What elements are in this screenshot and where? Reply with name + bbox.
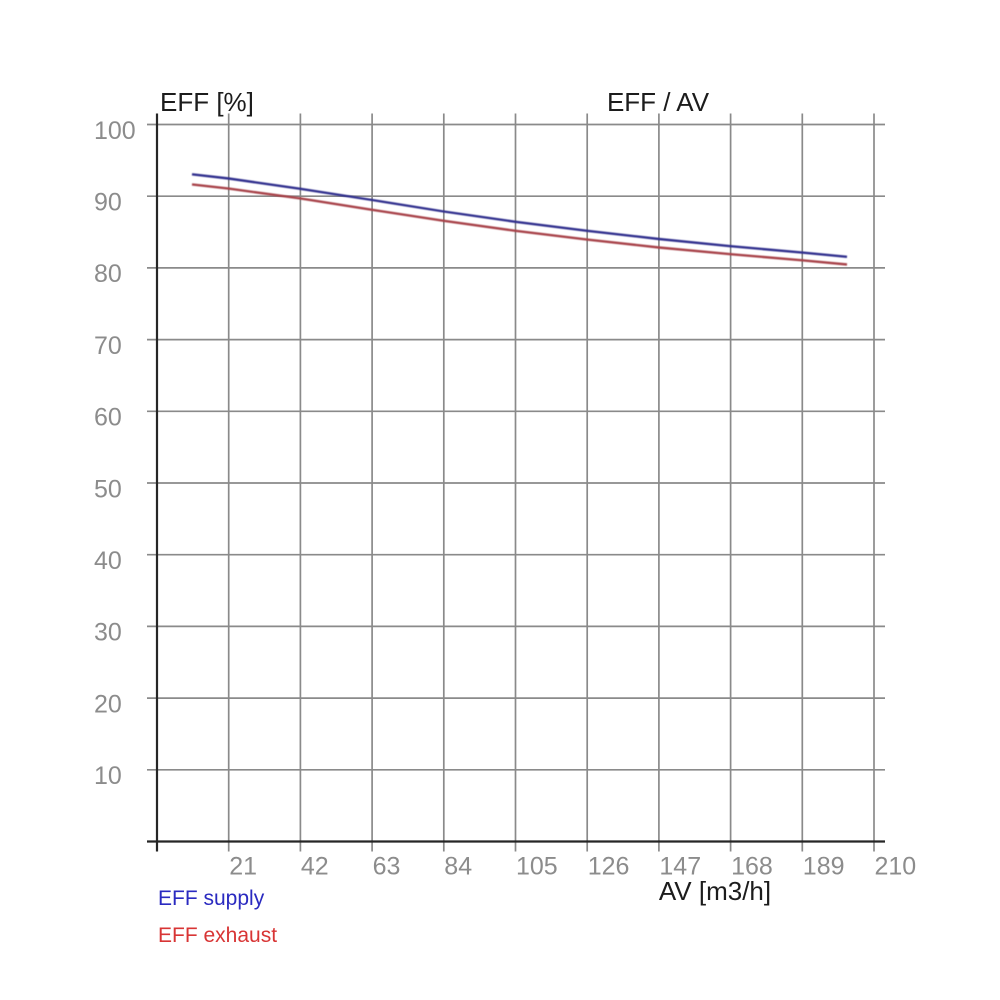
svg-text:126: 126 xyxy=(588,853,630,881)
svg-text:63: 63 xyxy=(373,853,401,881)
svg-text:50: 50 xyxy=(94,475,122,503)
svg-text:40: 40 xyxy=(94,547,122,575)
svg-text:105: 105 xyxy=(516,853,558,881)
svg-text:80: 80 xyxy=(94,260,122,288)
svg-text:30: 30 xyxy=(94,619,122,647)
svg-text:84: 84 xyxy=(444,853,472,881)
svg-text:10: 10 xyxy=(94,762,122,790)
svg-text:20: 20 xyxy=(94,690,122,718)
svg-text:70: 70 xyxy=(94,332,122,360)
svg-text:EFF / AV: EFF / AV xyxy=(607,87,710,117)
svg-text:147: 147 xyxy=(659,853,701,881)
svg-text:42: 42 xyxy=(301,853,329,881)
svg-text:189: 189 xyxy=(803,853,845,881)
svg-text:90: 90 xyxy=(94,189,122,217)
svg-text:EFF exhaust: EFF exhaust xyxy=(158,924,277,947)
svg-text:210: 210 xyxy=(875,853,917,881)
svg-text:EFF [%]: EFF [%] xyxy=(160,87,254,117)
svg-text:EFF supply: EFF supply xyxy=(158,887,265,910)
svg-text:AV [m3/h]: AV [m3/h] xyxy=(659,876,771,906)
svg-text:21: 21 xyxy=(229,853,257,881)
svg-text:168: 168 xyxy=(731,853,773,881)
svg-text:60: 60 xyxy=(94,404,122,432)
svg-text:100: 100 xyxy=(94,117,136,145)
